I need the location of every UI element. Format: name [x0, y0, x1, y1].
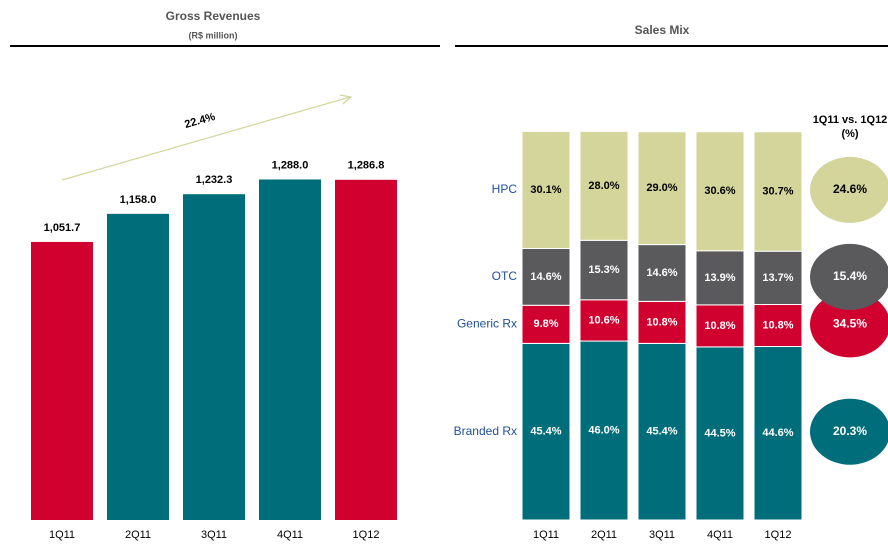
bar-segment [637, 342, 687, 521]
data-label: 14.6% [646, 267, 677, 279]
data-label: 44.5% [704, 427, 735, 439]
x-tick-label: 3Q11 [201, 529, 227, 541]
bar [335, 179, 397, 520]
growth-label: 34.5% [833, 317, 867, 331]
data-label: 45.4% [530, 426, 561, 438]
x-tick-label: 1Q11 [533, 529, 559, 541]
x-tick-label: 2Q11 [591, 529, 617, 541]
bar-segment [637, 300, 687, 344]
bar-segment [579, 299, 629, 342]
arrow-head [339, 94, 353, 105]
legend-label: OTC [492, 269, 518, 283]
x-tick-label: 1Q12 [765, 529, 792, 541]
bar-segment [579, 130, 629, 241]
bar-segment [695, 131, 745, 252]
bar-segment [753, 250, 803, 305]
bar-segment [521, 304, 571, 344]
x-tick-label: 2Q11 [125, 529, 151, 541]
data-label: 46.0% [588, 424, 619, 436]
chart-title: Sales Mix [635, 23, 690, 37]
bar-segment [753, 303, 803, 348]
bar [107, 213, 169, 520]
legend-label: Branded Rx [454, 424, 517, 438]
bar-segment [579, 239, 629, 301]
data-label: 14.6% [530, 271, 561, 283]
chart-title: Gross Revenues [166, 9, 261, 23]
data-label: 28.0% [588, 180, 619, 192]
data-label: 1,288.0 [272, 159, 309, 171]
data-label: 13.7% [762, 272, 793, 284]
growth-circle [810, 243, 888, 310]
x-tick-label: 1Q11 [49, 529, 75, 541]
bar-segment [753, 346, 803, 521]
growth-title: 1Q11 vs. 1Q12 [813, 114, 888, 126]
data-label: 30.1% [530, 184, 561, 196]
data-label: 1,051.7 [44, 222, 81, 234]
data-label: 10.6% [588, 314, 619, 326]
data-label: 10.8% [762, 319, 793, 331]
data-label: 29.0% [646, 182, 677, 194]
bar-segment [637, 131, 687, 246]
annotation: 22.4% [183, 111, 217, 131]
bar [259, 179, 321, 521]
data-label: 30.6% [704, 185, 735, 197]
growth-label: 24.6% [833, 182, 867, 196]
data-label: 1,158.0 [120, 194, 157, 206]
data-label: 10.8% [704, 320, 735, 332]
growth-circle [810, 291, 888, 358]
x-tick-label: 1Q12 [353, 529, 380, 541]
bar-segment [695, 250, 745, 306]
growth-label: 15.4% [833, 269, 867, 283]
data-label: 1,286.8 [348, 160, 385, 172]
data-label: 10.8% [646, 316, 677, 328]
data-label: 1,232.3 [196, 174, 233, 186]
data-label: 9.8% [533, 318, 558, 330]
bar-segment [753, 131, 803, 252]
growth-circle [810, 156, 888, 223]
data-label: 44.6% [762, 427, 793, 439]
growth-subtitle: (%) [841, 128, 858, 140]
bar [183, 194, 245, 520]
bar [31, 241, 93, 520]
growth-circle [810, 398, 888, 465]
legend-label: HPC [492, 182, 518, 196]
bar-segment [695, 346, 745, 521]
x-tick-label: 3Q11 [649, 529, 675, 541]
data-label: 30.7% [762, 185, 793, 197]
trend-arrow [61, 96, 351, 181]
bar-segment [521, 130, 571, 249]
x-tick-label: 4Q11 [707, 529, 733, 541]
data-label: 45.4% [646, 426, 677, 438]
data-label: 15.3% [588, 264, 619, 276]
bar-segment [521, 342, 571, 521]
growth-label: 20.3% [833, 424, 867, 438]
legend-label: Generic Rx [457, 317, 517, 331]
chart-subtitle: (R$ million) [189, 30, 238, 40]
bar-segment [521, 247, 571, 306]
data-label: 13.9% [704, 272, 735, 284]
x-tick-label: 4Q11 [277, 529, 303, 541]
